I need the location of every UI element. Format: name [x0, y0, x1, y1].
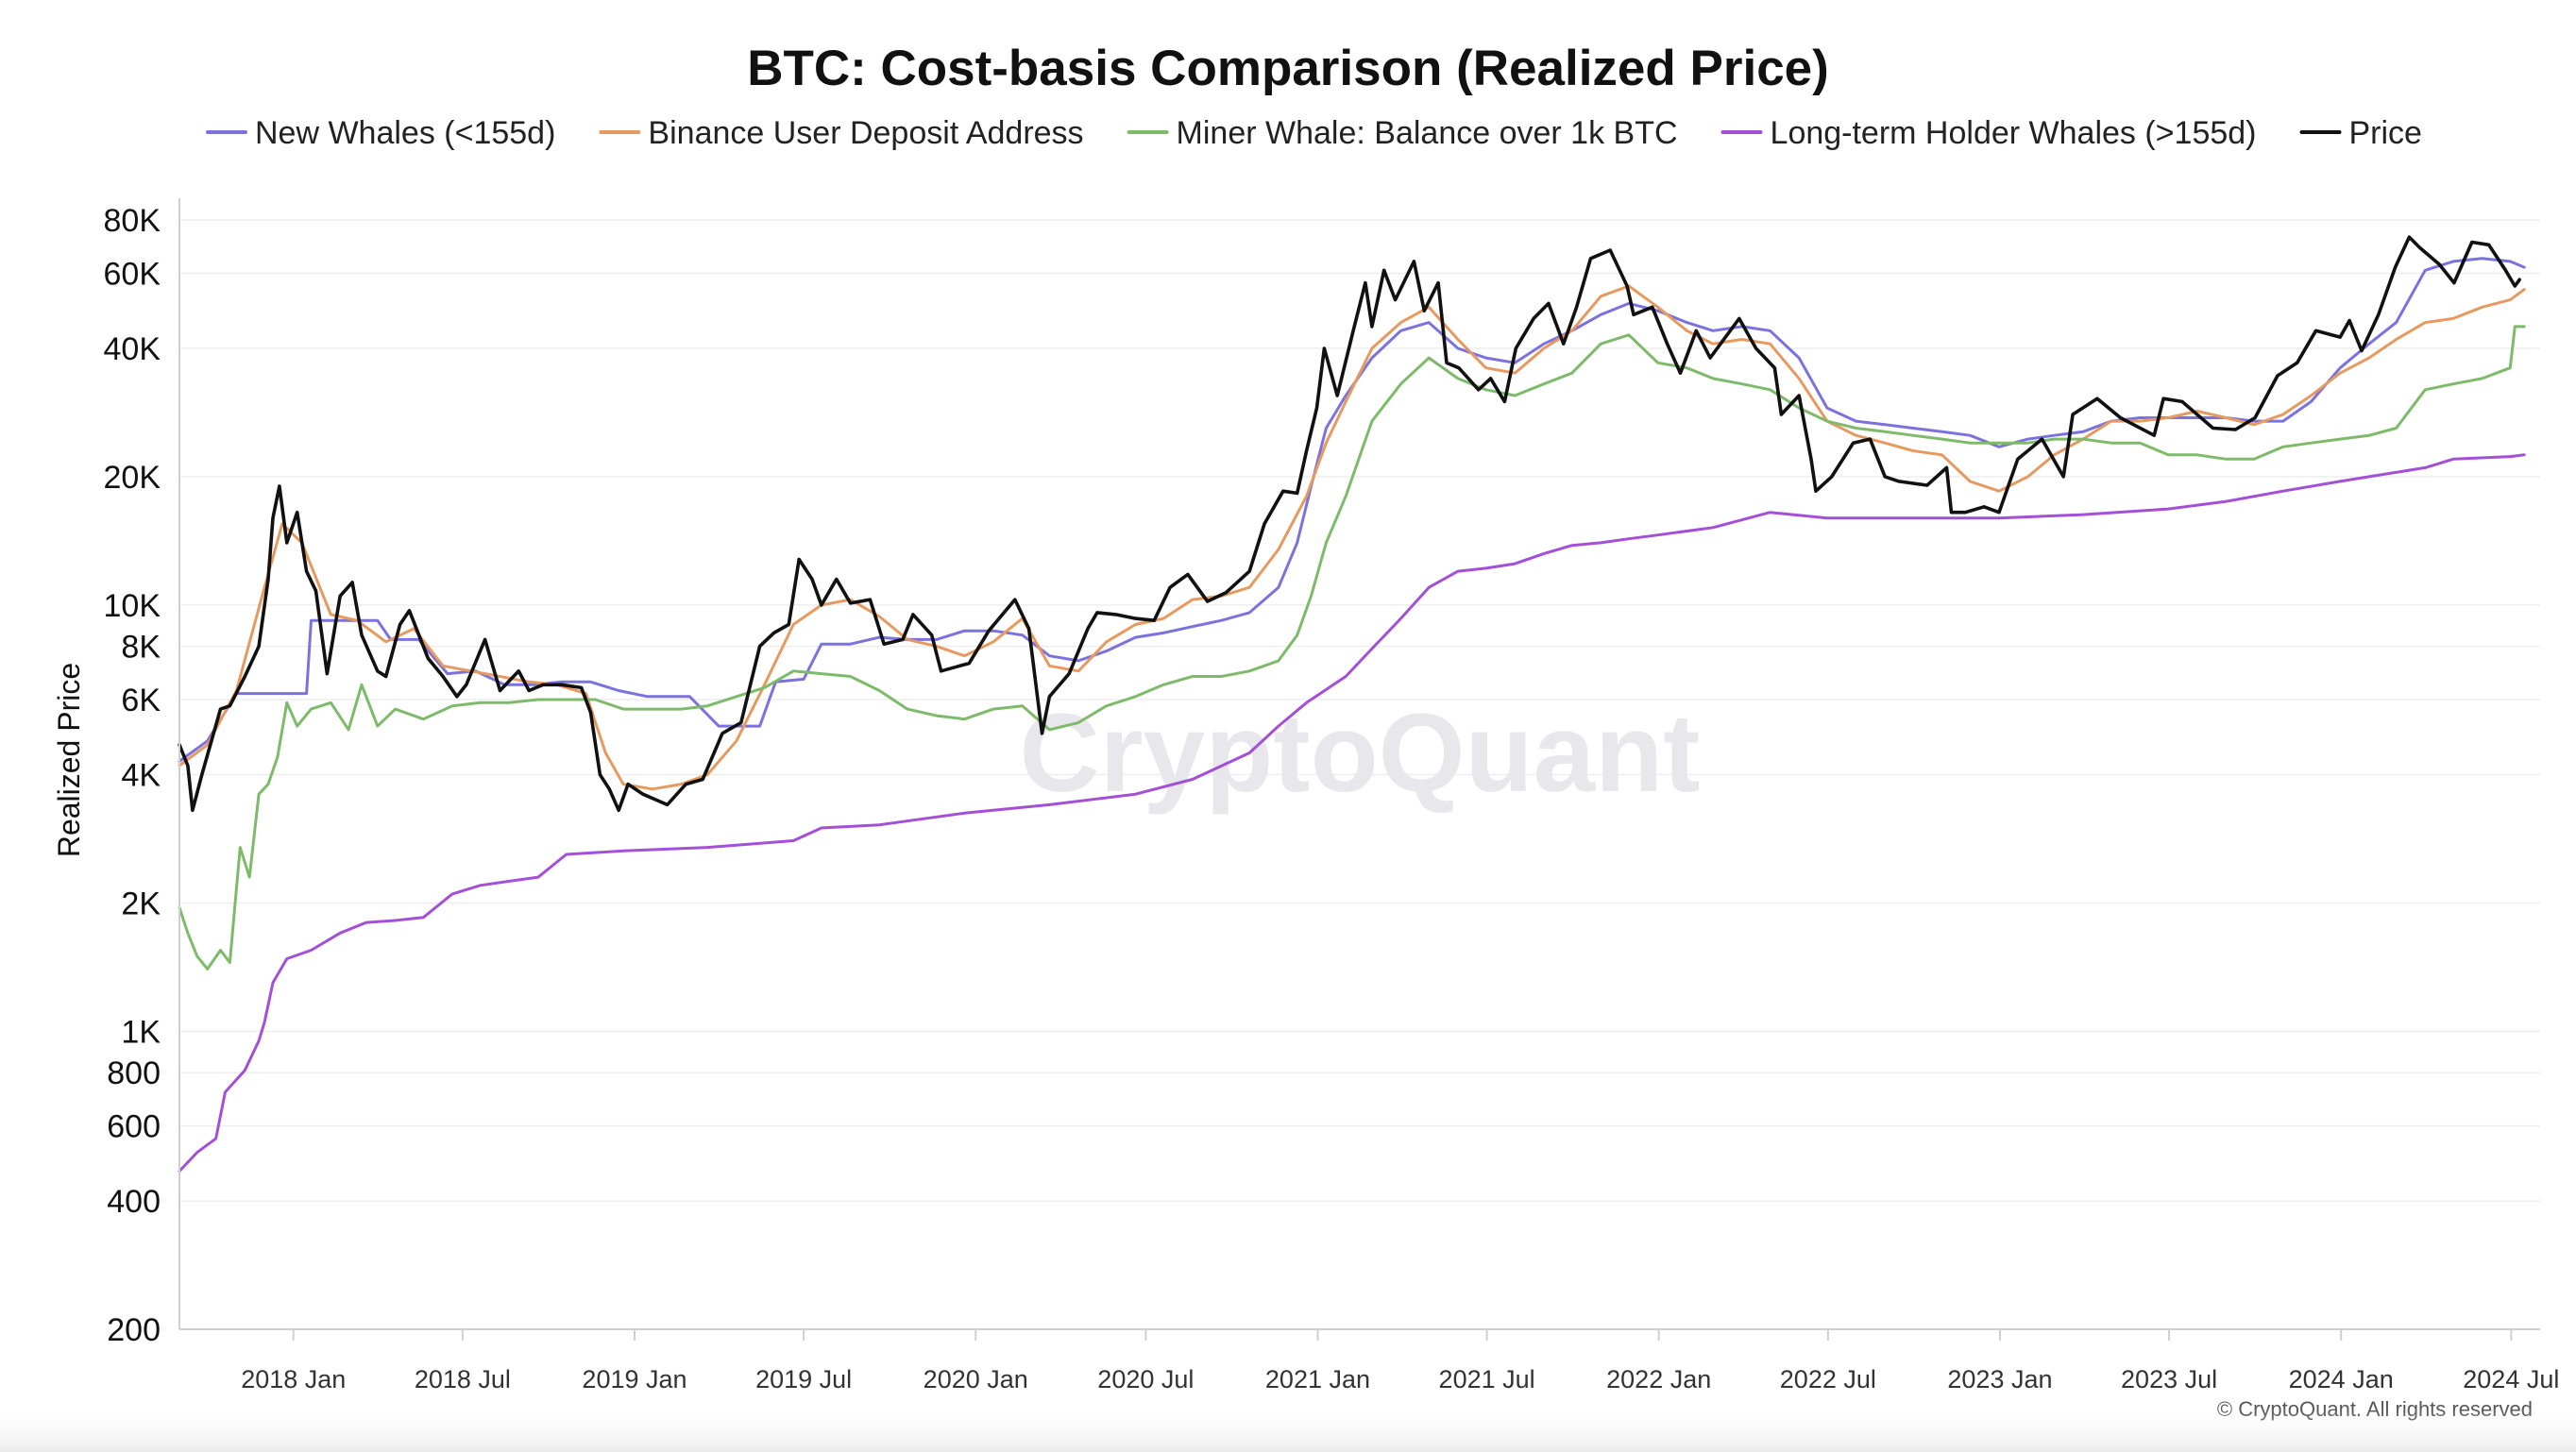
legend-item[interactable]: Binance User Deposit Address — [601, 115, 1083, 151]
y-tick-label: 600 — [107, 1109, 161, 1145]
y-tick-label: 40K — [104, 331, 161, 367]
x-tick-label: 2019 Jul — [755, 1365, 852, 1393]
y-tick-label: 200 — [107, 1312, 161, 1348]
x-tick-label: 2020 Jan — [924, 1365, 1028, 1393]
y-tick-label: 2K — [121, 886, 161, 921]
x-tick-label: 2021 Jan — [1265, 1365, 1370, 1393]
legend-item[interactable]: New Whales (<155d) — [208, 115, 555, 151]
legend-label: Long-term Holder Whales (>155d) — [1771, 115, 2257, 151]
legend-label: New Whales (<155d) — [255, 115, 555, 151]
x-tick-label: 2023 Jan — [1947, 1365, 2052, 1393]
y-tick-label: 20K — [104, 460, 161, 496]
legend[interactable]: New Whales (<155d) Binance User Deposit A… — [208, 115, 2422, 151]
x-tick-label: 2018 Jan — [241, 1365, 346, 1393]
legend-label: Binance User Deposit Address — [648, 115, 1083, 151]
x-tick-label: 2022 Jul — [1780, 1365, 1876, 1393]
y-tick-label: 6K — [121, 683, 161, 718]
chart-title: BTC: Cost-basis Comparison (Realized Pri… — [747, 41, 1829, 96]
y-tick-label: 60K — [104, 257, 161, 293]
x-tick-label: 2023 Jul — [2121, 1365, 2217, 1393]
y-tick-label: 1K — [121, 1014, 161, 1050]
x-tick-label: 2024 Jan — [2289, 1365, 2394, 1393]
y-tick-label: 80K — [104, 203, 161, 239]
y-axis-label: Realized Price — [52, 663, 86, 857]
y-tick-label: 400 — [107, 1184, 161, 1220]
series-line-2 — [179, 327, 2524, 970]
legend-item[interactable]: Price — [2302, 115, 2422, 151]
y-tick-label: 8K — [121, 630, 161, 666]
legend-item[interactable]: Miner Whale: Balance over 1k BTC — [1129, 115, 1678, 151]
x-tick-label: 2022 Jan — [1606, 1365, 1711, 1393]
x-tick-label: 2024 Jul — [2463, 1365, 2559, 1393]
legend-item[interactable]: Long-term Holder Whales (>155d) — [1723, 115, 2257, 151]
y-tick-label: 800 — [107, 1055, 161, 1091]
x-tick-label: 2019 Jan — [582, 1365, 686, 1393]
x-tick-label: 2021 Jul — [1439, 1365, 1535, 1393]
y-tick-label: 10K — [104, 588, 161, 624]
x-axis: 2018 Jan 2018 Jul 2019 Jan 2019 Jul 2020 Jan… — [241, 1329, 2559, 1393]
legend-label: Miner Whale: Balance over 1k BTC — [1177, 115, 1678, 151]
y-tick-label: 4K — [121, 758, 161, 794]
x-tick-label: 2018 Jul — [415, 1365, 511, 1393]
y-axis: 200 400 600 800 1K 2K 4K 6K 8K 10K 20K 40K 60K 80K — [104, 203, 161, 1348]
legend-label: Price — [2349, 115, 2422, 151]
bottom-shadow — [0, 1407, 2576, 1452]
x-tick-label: 2020 Jul — [1097, 1365, 1194, 1393]
